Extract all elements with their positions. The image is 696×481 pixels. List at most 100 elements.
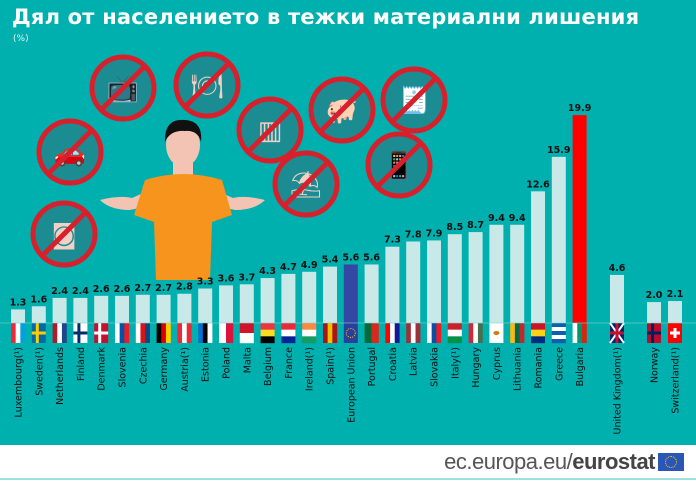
bar-ie: [302, 271, 317, 323]
category-label: Cyprus: [492, 347, 503, 380]
shrugging-person-icon: [100, 119, 265, 280]
bar-si: [115, 295, 129, 323]
chart-title: Дял от населението в тежки материални ли…: [12, 5, 640, 29]
category-label: Slovenia: [118, 347, 129, 387]
flag-stripe: [140, 323, 146, 343]
source-url[interactable]: ec.europa.eu/: [444, 449, 573, 474]
flag-stripe: [135, 323, 141, 343]
data-label: 2.8: [176, 282, 193, 293]
flag-stripe: [390, 323, 395, 343]
flag-cross: [73, 331, 88, 335]
flag-stripe: [239, 333, 254, 344]
bar-lv: [406, 241, 421, 323]
data-label: 3.6: [218, 273, 235, 284]
flag-stripe: [156, 323, 162, 343]
bar-es: [323, 266, 337, 323]
flag-stripe: [61, 323, 67, 343]
flag-stripe: [332, 323, 338, 343]
flag-stripe: [202, 323, 208, 343]
source-brand[interactable]: eurostat: [572, 449, 655, 474]
flag-cross: [94, 331, 109, 335]
data-label: 4.7: [280, 262, 297, 273]
flag-stripe: [182, 323, 187, 343]
data-label: 7.8: [405, 229, 422, 240]
bar-pl: [219, 285, 233, 323]
flag-stripe: [510, 323, 516, 343]
flag-stripe: [531, 329, 545, 337]
flag-stripe: [385, 323, 391, 343]
flag-stripe: [410, 323, 416, 343]
bar-gr: [551, 156, 566, 323]
category-label: Norway: [650, 347, 661, 383]
flag-stripe: [281, 323, 296, 330]
category-label: Estonia: [201, 347, 212, 382]
category-label: Finland: [76, 347, 87, 381]
bar-chart: 1.3 Luxembourg(¹) 1.6 Sweden(¹) 2.4 Netherlan…: [0, 103, 696, 434]
tv-icon: 📺: [89, 54, 157, 122]
radiator-icon: ▥: [236, 96, 304, 164]
flag-stripe: [364, 323, 372, 343]
data-label: 1.3: [10, 297, 27, 308]
data-label: 15.9: [547, 145, 570, 156]
flag-stripe: [551, 331, 566, 336]
flag-stripe: [177, 323, 183, 343]
flag-stripe: [52, 323, 58, 343]
category-label: Latvia: [409, 347, 420, 376]
data-label: 12.6: [526, 179, 550, 190]
flag-stripe: [415, 323, 421, 343]
category-label: Slovakia: [430, 347, 441, 387]
eu-flag-icon: [658, 453, 684, 471]
flag-stripe: [551, 335, 566, 340]
data-label: 1.6: [30, 294, 47, 305]
bar-mt: [239, 284, 254, 323]
category-label: Ireland(¹): [305, 347, 316, 391]
bar-hr: [385, 246, 400, 323]
data-label: 5.4: [322, 255, 339, 266]
data-label: 2.4: [72, 286, 89, 297]
data-label: 4.3: [259, 266, 276, 277]
flag-stripe: [447, 329, 462, 337]
category-label: Croatia: [388, 347, 399, 381]
bar-bg: [572, 115, 587, 323]
flag-stripe: [473, 323, 479, 343]
flag-stripe: [447, 336, 462, 344]
phone-icon: 📱: [365, 131, 433, 199]
flag-stripe: [186, 323, 192, 343]
bar-fi: [73, 297, 88, 323]
bar-lt: [510, 224, 525, 323]
data-label: 4.6: [609, 263, 626, 274]
category-label: Belgium: [263, 347, 274, 386]
category-label: Spain(¹): [326, 347, 337, 385]
category-label: Lithuania: [513, 347, 524, 391]
flag-stripe: [302, 323, 317, 330]
flag-stripe: [302, 329, 317, 337]
flag-stripe: [327, 323, 333, 343]
flag-stripe: [531, 336, 545, 344]
category-label: Italy(¹): [450, 347, 461, 379]
data-label: 2.7: [155, 283, 172, 294]
data-label: 8.7: [467, 220, 484, 231]
data-label: 9.4: [488, 213, 505, 224]
beach-holiday-icon: ⛱: [272, 150, 340, 218]
bar-dk: [94, 295, 109, 323]
flag-stripe: [57, 323, 63, 343]
bills-icon: 🧾: [380, 66, 448, 134]
flag-stripe: [447, 323, 462, 330]
category-label: Romania: [534, 347, 545, 389]
data-label: 9.4: [509, 213, 526, 224]
flag-stripe: [406, 323, 412, 343]
flag-stripe: [431, 323, 437, 343]
category-label: Netherlands: [55, 347, 66, 405]
flag-stripe: [394, 323, 400, 343]
flag-stripe: [531, 323, 545, 330]
piggy-bank-icon: 🐖: [308, 76, 376, 144]
category-label: Poland: [222, 347, 233, 379]
flag-stripe: [427, 323, 432, 343]
flag-stripe: [371, 323, 379, 343]
category-label: Greece: [554, 347, 565, 381]
flag-field: [343, 323, 358, 343]
flag-stripe: [239, 323, 254, 334]
category-label: Switzerland(¹): [671, 347, 682, 414]
flag-stripe: [198, 323, 204, 343]
flag-stripe: [572, 323, 578, 343]
